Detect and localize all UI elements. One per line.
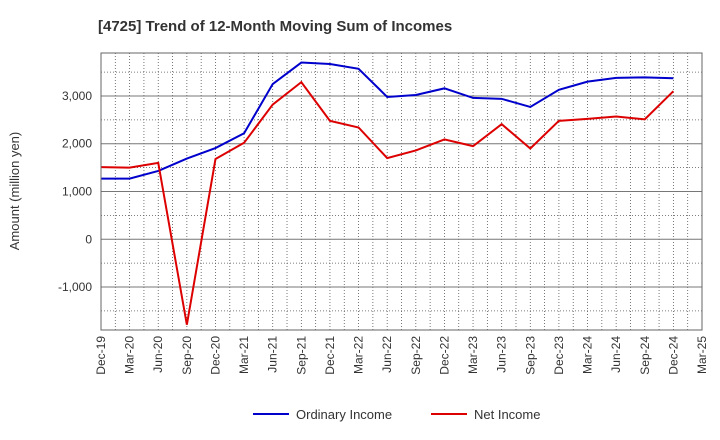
x-tick-label: Jun-23 <box>495 336 509 373</box>
x-tick-label: Dec-24 <box>666 336 680 375</box>
chart-title: [4725] Trend of 12-Month Moving Sum of I… <box>98 18 452 35</box>
series-line-net-income <box>100 80 675 325</box>
y-axis-label: Amount (million yen) <box>7 132 22 251</box>
legend-item-net-income: Net Income <box>431 407 540 422</box>
y-tick-label: 2,000 <box>62 137 92 151</box>
y-tick-label: 3,000 <box>62 89 92 103</box>
x-tick-label: Sep-23 <box>523 336 537 375</box>
x-tick-label: Dec-21 <box>323 336 337 375</box>
y-tick-label: 0 <box>85 232 92 246</box>
x-tick-label: Jun-20 <box>151 336 165 373</box>
plot-area-frame <box>100 52 703 331</box>
x-tick-label: Sep-22 <box>409 336 423 375</box>
x-tick-label: Jun-21 <box>266 336 280 373</box>
x-tick-label: Mar-21 <box>237 336 251 374</box>
x-tick-label: Dec-23 <box>552 336 566 375</box>
y-tick-label: -1,000 <box>58 280 92 294</box>
x-tick-label: Mar-20 <box>123 336 137 374</box>
series-lines <box>100 61 675 325</box>
legend-item-ordinary-income: Ordinary Income <box>253 407 392 422</box>
y-axis-ticks: -1,000 0 1,000 2,000 3,000 <box>58 89 92 294</box>
x-tick-label: Sep-24 <box>638 336 652 375</box>
x-tick-label: Dec-20 <box>208 336 222 375</box>
legend-label-ordinary-income: Ordinary Income <box>296 407 392 422</box>
x-tick-label: Mar-22 <box>352 336 366 374</box>
x-tick-label: Mar-23 <box>466 336 480 374</box>
x-tick-label: Mar-24 <box>581 336 595 374</box>
x-tick-label: Dec-22 <box>437 336 451 375</box>
x-tick-label: Jun-22 <box>380 336 394 373</box>
x-axis-ticks: Dec-19 Mar-20 Jun-20 Sep-20 Dec-20 Mar-21 Jun-… <box>94 336 709 375</box>
x-tick-label: Jun-24 <box>609 336 623 373</box>
series-line-ordinary-income <box>101 61 674 180</box>
x-tick-label: Sep-21 <box>294 336 308 375</box>
x-tick-label: Mar-25 <box>695 336 709 374</box>
x-tick-label: Sep-20 <box>180 336 194 375</box>
x-tick-label: Dec-19 <box>94 336 108 375</box>
legend-label-net-income: Net Income <box>474 407 540 422</box>
grid <box>100 53 703 330</box>
y-tick-label: 1,000 <box>62 185 92 199</box>
legend: Ordinary Income Net Income <box>253 407 540 422</box>
